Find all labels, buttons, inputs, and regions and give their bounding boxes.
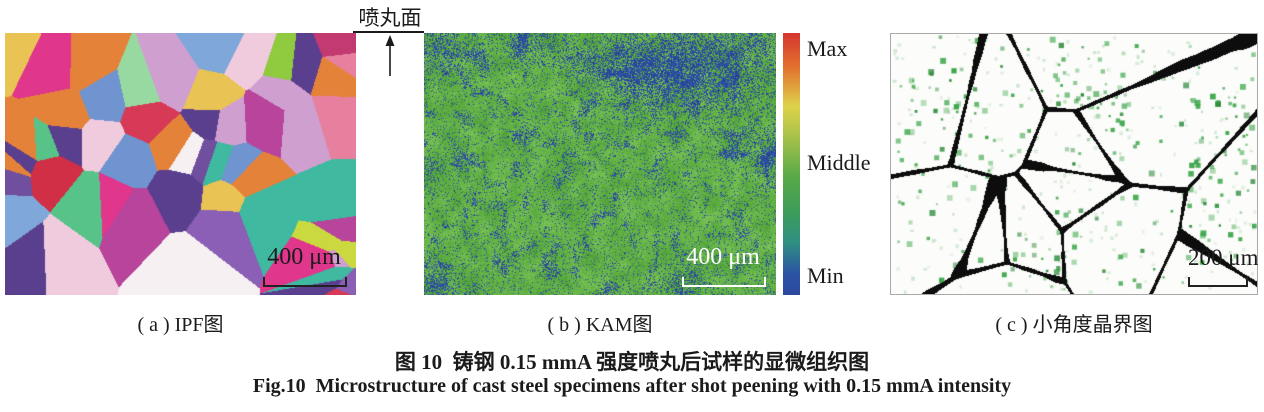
kam-colorbar [783,33,800,295]
scale-bar-label-b: 400 μm [686,244,760,270]
colorbar-min-label: Min [807,263,844,288]
peening-surface-line [353,31,424,33]
panel-caption-b: ( b ) KAM图 [547,314,653,336]
kam-map-image [424,33,776,295]
panel-caption-a: ( a ) IPF图 [137,314,224,336]
scale-bar-b [682,277,766,287]
colorbar-max-label: Max [807,36,848,61]
panel-caption-c: ( c ) 小角度晶界图 [995,314,1153,336]
peening-surface-label: 喷丸面 [358,6,422,30]
figure-caption-en: Fig.10 Microstructure of cast steel spec… [252,375,1012,397]
scale-bar-label-a: 400 μm [267,244,341,270]
colorbar-middle-label: Middle [807,150,871,175]
figure-caption-zh: 图 10 铸钢 0.15 mmA 强度喷丸后试样的显微组织图 [394,350,870,374]
scale-bar-c [1188,277,1248,287]
arrow-up-icon [385,35,395,76]
ipf-map-image [5,33,356,295]
lagb-map-frame [890,33,1258,295]
lagb-map-image [891,34,1257,294]
scale-bar-a [263,277,347,287]
scale-bar-label-c: 200 μm [1188,245,1259,270]
